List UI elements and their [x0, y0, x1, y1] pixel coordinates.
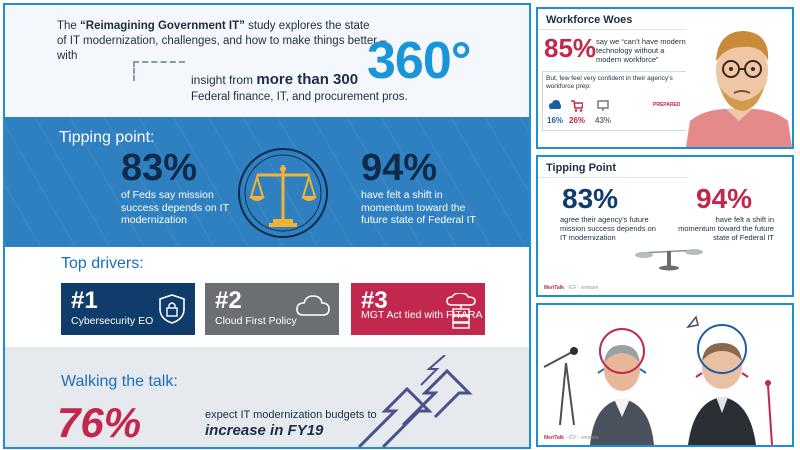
driver-card-3: #3 MGT Act tied with FITARA [351, 283, 485, 335]
walking-the-talk-section: Walking the talk: 76% expect IT moderniz… [5, 347, 529, 447]
driver-label: Cybersecurity EO [71, 315, 154, 327]
intro-line1-pre: The [57, 20, 81, 32]
prepared-label: PREPARED [653, 102, 681, 108]
cloud-icon [296, 295, 330, 316]
walking-pct: 76% [57, 399, 142, 446]
workforce-but-text: But, few feel very confident in their ag… [546, 75, 673, 90]
tipping-left-desc: of Feds say mission success depends on I… [121, 189, 229, 226]
walking-emphasis: increase in FY19 [205, 422, 324, 439]
tipping-slide-right-desc: have felt a shift in momentum toward the… [678, 215, 774, 242]
two-men-headsets-slide[interactable]: MeriTalk · ICF · vmware [536, 303, 794, 447]
tipping-slide-left-desc: agree their agency’s future mission succ… [560, 215, 656, 242]
intro-text: The “Reimagining Government IT” study ex… [57, 19, 387, 64]
stat-26: 26% [569, 116, 586, 125]
balance-scale-icon [238, 148, 328, 238]
title-divider [538, 177, 688, 178]
cloud-server-icon [446, 293, 476, 329]
tipping-right-pct: 94% [361, 147, 438, 189]
driver-label: Cloud First Policy [215, 315, 297, 327]
driver-label: MGT Act tied with FITARA [361, 309, 483, 321]
title-divider [538, 29, 688, 30]
intro-line2: of IT modernization, challenges, and how… [57, 35, 387, 62]
drivers-title: Top drivers: [61, 255, 144, 272]
insight-pre: insight from [191, 73, 257, 87]
intro-section: The “Reimagining Government IT” study ex… [5, 5, 529, 117]
driver-num: #3 [361, 287, 388, 314]
shield-lock-icon [159, 294, 185, 324]
up-arrows-icon [357, 355, 473, 447]
monitor-icon [597, 100, 609, 111]
footer-logos: MeriTalk · ICF · vmware [544, 285, 599, 291]
two-men-with-headsets-photo [538, 305, 792, 445]
cloud-up-icon [549, 100, 561, 109]
driver-num: #1 [71, 287, 98, 314]
big-360: 360° [367, 32, 472, 90]
workforce-prep-box: But, few feel very confident in their ag… [542, 71, 694, 131]
pros-line: Federal finance, IT, and procurement pro… [191, 91, 408, 103]
slide-title: Workforce Woes [546, 14, 633, 26]
driver-card-2: #2 Cloud First Policy [205, 283, 339, 335]
tipping-point-slide[interactable]: Tipping Point 83% agree their agency’s f… [536, 155, 794, 297]
tipping-right-desc: have felt a shift in momentum toward the… [361, 189, 476, 226]
insight-count: more than 300 [256, 71, 359, 88]
tipping-left-pct: 83% [121, 147, 198, 189]
walking-desc: expect IT modernization budgets to [205, 409, 377, 421]
workforce-pct: 85% [544, 33, 597, 63]
dashed-connector [133, 61, 185, 81]
cart-icon [571, 100, 583, 112]
stat-43: 43% [595, 116, 612, 125]
tipping-slide-right-pct: 94% [696, 183, 753, 214]
insight-line: insight from more than 300 [191, 71, 358, 88]
walking-title: Walking the talk: [61, 373, 178, 390]
driver-num: #2 [215, 287, 242, 314]
workforce-desc: say we “can’t have modern technology wit… [596, 37, 686, 64]
tipping-slide-left-pct: 83% [562, 183, 619, 214]
man-with-glasses-photo [686, 17, 792, 147]
slide-title: Tipping Point [546, 162, 617, 174]
balance-scale-image [635, 249, 703, 271]
footer-logos: MeriTalk · ICF · vmware [544, 435, 599, 441]
workforce-woes-slide[interactable]: Workforce Woes 85% say we “can’t have mo… [536, 7, 794, 149]
top-drivers-section: Top drivers: #1 Cybersecurity EO #2 Clou… [5, 247, 529, 347]
tipping-point-section: Tipping point: 83% of Feds say mission s… [5, 117, 529, 247]
stat-16: 16% [547, 116, 564, 125]
driver-card-1: #1 Cybersecurity EO [61, 283, 195, 335]
study-title: “Reimagining Government IT” [80, 20, 245, 32]
tipping-title: Tipping point: [59, 129, 155, 146]
infographic-panel: The “Reimagining Government IT” study ex… [3, 3, 531, 449]
intro-line1-post: study explores the state [244, 20, 370, 32]
